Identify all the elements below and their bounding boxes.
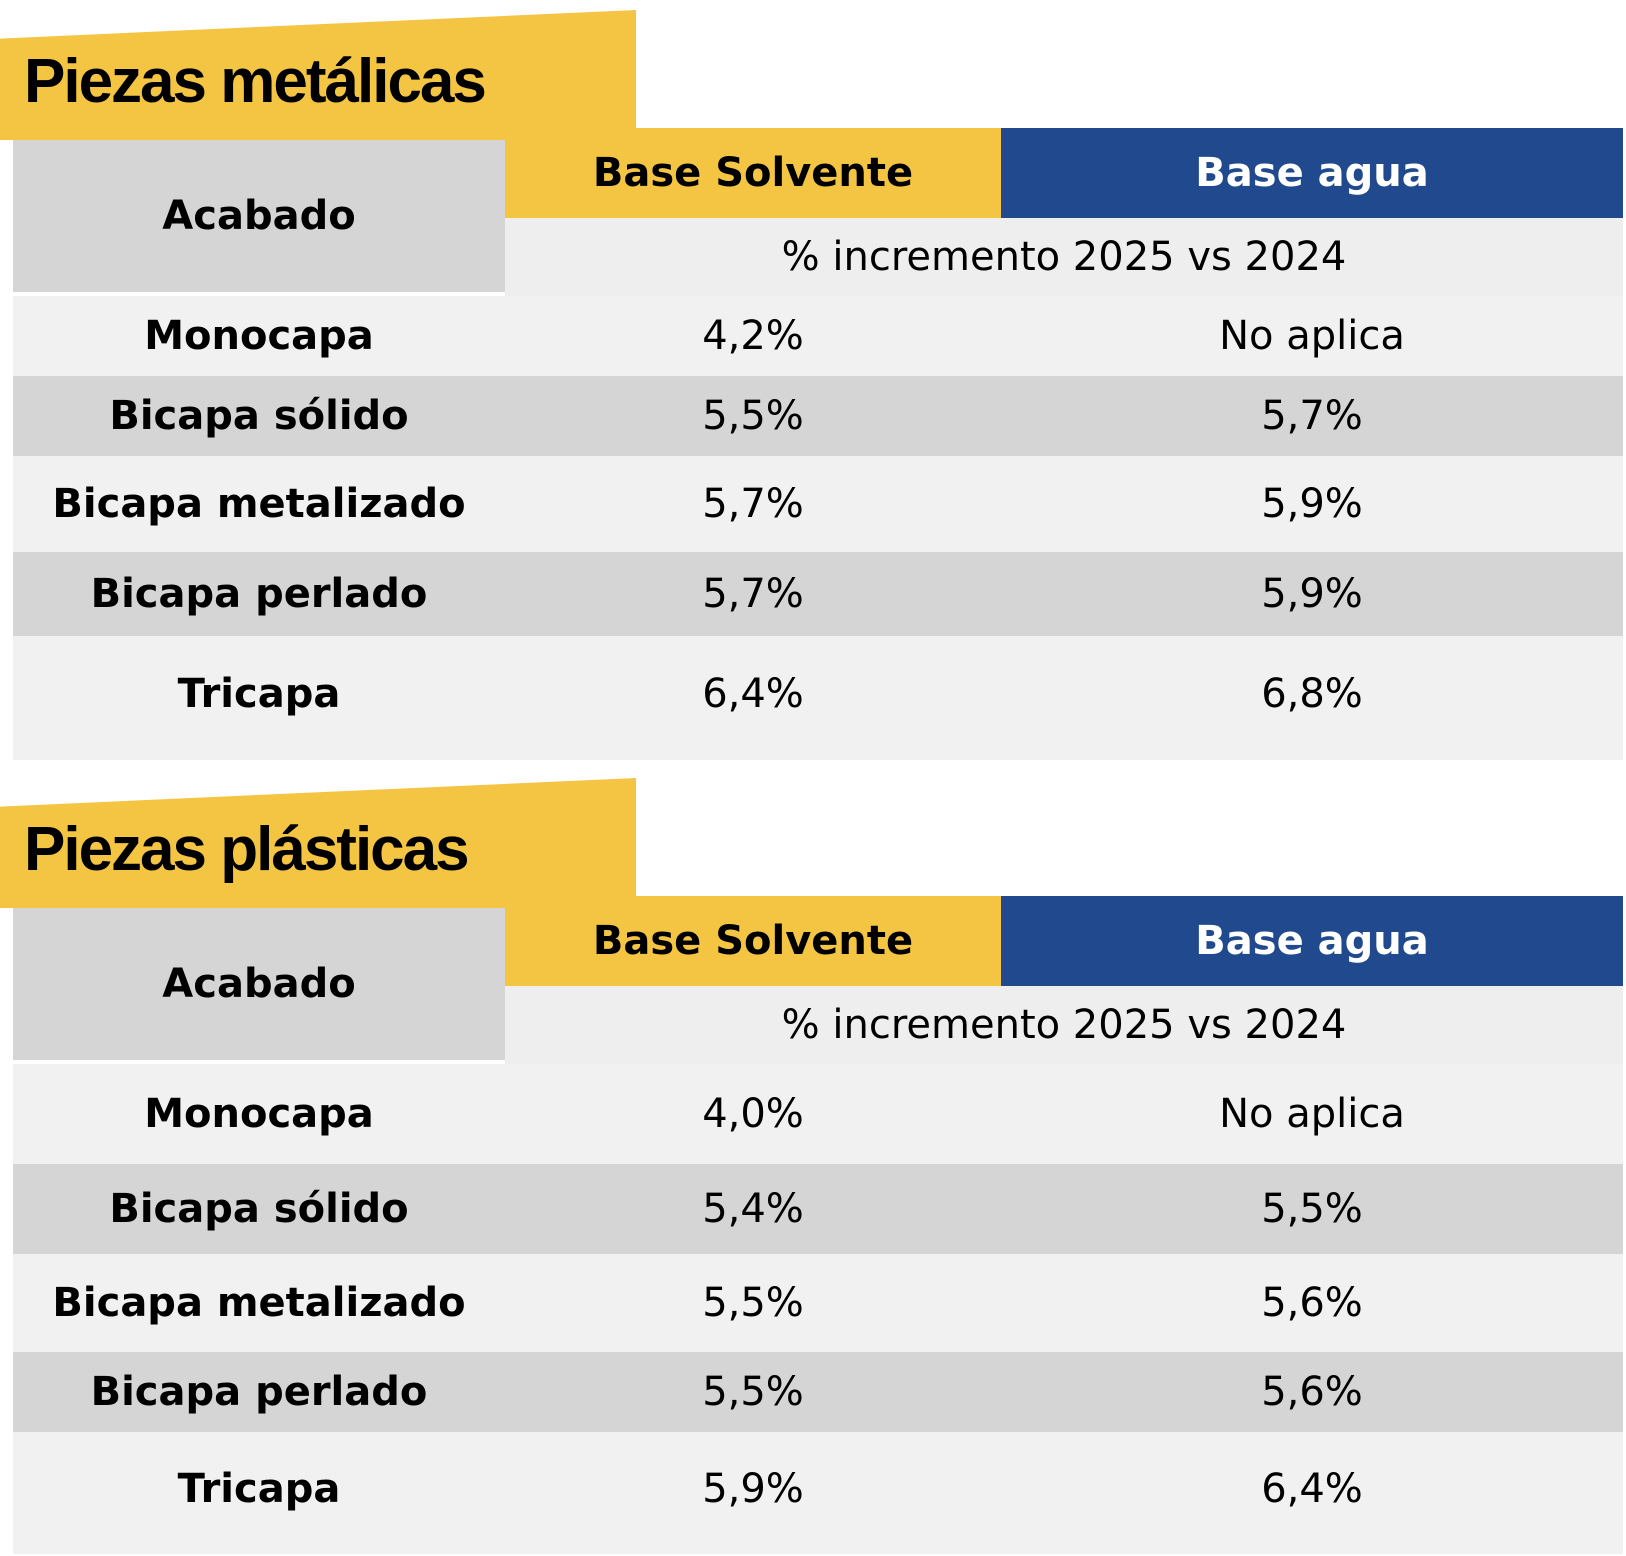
row-label: Tricapa: [177, 671, 341, 717]
row-label: Tricapa: [177, 1466, 341, 1512]
value-agua: 5,5%: [1261, 1186, 1363, 1232]
table-row: Bicapa perlado 5,5% 5,6%: [13, 1352, 1623, 1432]
value-solvente: 5,7%: [702, 571, 804, 617]
table-row: Tricapa 6,4% 6,8%: [13, 636, 1623, 760]
value-solvente: 5,5%: [702, 1369, 804, 1415]
table-row: Tricapa 5,9% 6,4%: [13, 1432, 1623, 1554]
header-base-agua: Base agua: [1001, 896, 1623, 986]
row-label: Bicapa metalizado: [52, 1280, 466, 1326]
table-row: Bicapa perlado 5,7% 5,9%: [13, 552, 1623, 636]
row-label: Monocapa: [144, 313, 374, 359]
value-solvente: 4,2%: [702, 313, 804, 359]
row-label: Monocapa: [144, 1091, 374, 1137]
table-row: Monocapa 4,0% No aplica: [13, 1064, 1623, 1164]
table-section-plasticas: Piezas plásticas Acabado Base Solvente B…: [0, 778, 1626, 1554]
header-base-agua: Base agua: [1001, 128, 1623, 218]
row-label: Bicapa perlado: [90, 1369, 428, 1415]
header-base-solvente: Base Solvente: [505, 896, 1001, 986]
section-title: Piezas metálicas: [24, 47, 487, 116]
header-acabado: Acabado: [13, 140, 505, 292]
row-label: Bicapa metalizado: [52, 481, 466, 527]
value-solvente: 5,9%: [702, 1466, 804, 1512]
subheader-incremento: % incremento 2025 vs 2024: [505, 218, 1623, 296]
table-row: Bicapa metalizado 5,5% 5,6%: [13, 1254, 1623, 1352]
value-agua: 5,6%: [1261, 1369, 1363, 1415]
row-label: Bicapa sólido: [109, 393, 409, 439]
table-row: Bicapa sólido 5,4% 5,5%: [13, 1164, 1623, 1254]
header-acabado: Acabado: [13, 908, 505, 1060]
value-agua: No aplica: [1219, 1091, 1405, 1137]
table-row: Bicapa sólido 5,5% 5,7%: [13, 376, 1623, 456]
value-solvente: 5,4%: [702, 1186, 804, 1232]
row-label: Bicapa perlado: [90, 571, 428, 617]
row-label: Bicapa sólido: [109, 1186, 409, 1232]
value-agua: 5,6%: [1261, 1280, 1363, 1326]
value-agua: 5,7%: [1261, 393, 1363, 439]
table-section-metalicas: Piezas metálicas Acabado Base Solvente B…: [0, 10, 1626, 760]
value-agua: 5,9%: [1261, 481, 1363, 527]
value-solvente: 5,5%: [702, 1280, 804, 1326]
table-row: Monocapa 4,2% No aplica: [13, 296, 1623, 376]
value-solvente: 4,0%: [702, 1091, 804, 1137]
value-agua: 5,9%: [1261, 571, 1363, 617]
value-agua: No aplica: [1219, 313, 1405, 359]
value-solvente: 5,7%: [702, 481, 804, 527]
subheader-incremento: % incremento 2025 vs 2024: [505, 986, 1623, 1064]
value-solvente: 6,4%: [702, 671, 804, 717]
header-base-solvente: Base Solvente: [505, 128, 1001, 218]
value-agua: 6,8%: [1261, 671, 1363, 717]
table-row: Bicapa metalizado 5,7% 5,9%: [13, 456, 1623, 552]
section-title: Piezas plásticas: [24, 815, 470, 884]
value-agua: 6,4%: [1261, 1466, 1363, 1512]
value-solvente: 5,5%: [702, 393, 804, 439]
